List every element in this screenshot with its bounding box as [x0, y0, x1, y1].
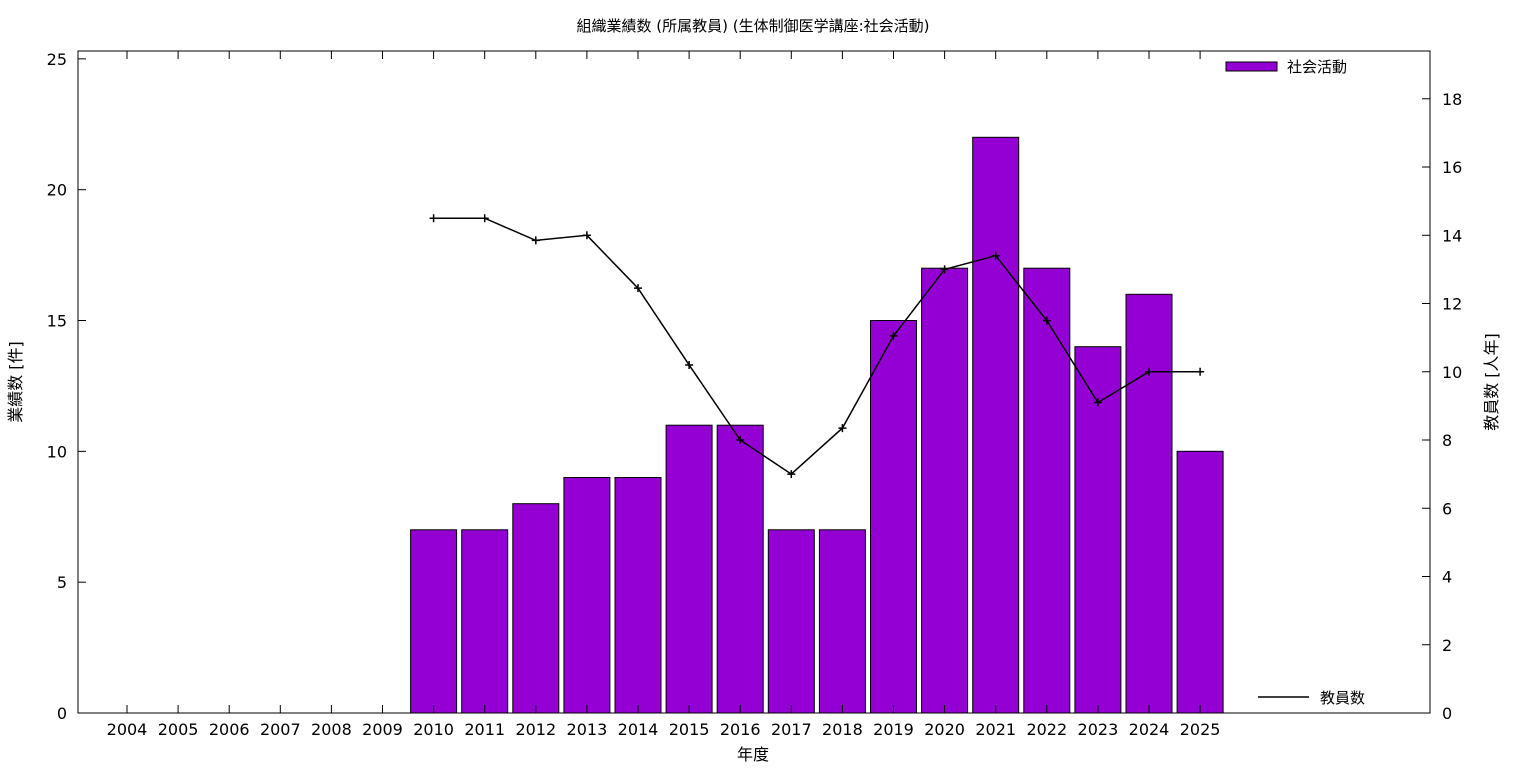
x-tick-label: 2006 — [209, 720, 250, 739]
line-point-2012 — [531, 236, 540, 245]
bar-2017 — [767, 529, 815, 714]
x-tick-label: 2021 — [975, 720, 1016, 739]
x-tick-label: 2014 — [618, 720, 659, 739]
x-tick-label: 2004 — [107, 720, 148, 739]
y2-tick-label: 10 — [1442, 363, 1462, 382]
x-tick-label: 2019 — [873, 720, 914, 739]
bars-layer — [410, 136, 1224, 714]
y2-tick-label: 6 — [1442, 499, 1452, 518]
x-tick-label: 2016 — [720, 720, 761, 739]
y2-tick-label: 12 — [1442, 295, 1462, 314]
y-axis-title: 業績数 [件] — [6, 341, 25, 423]
line-point-2018 — [838, 424, 847, 433]
x-tick-label: 2018 — [822, 720, 863, 739]
line-point-2010 — [429, 214, 438, 223]
plot-frame — [77, 50, 1431, 714]
x-tick-label: 2025 — [1180, 720, 1221, 739]
y2-axis-title: 教員数 [人年] — [1482, 333, 1501, 431]
line-point-2013 — [582, 231, 591, 240]
y-tick-label: 20 — [47, 181, 67, 200]
line-point-2016 — [736, 436, 745, 445]
bar-2024 — [1125, 293, 1173, 714]
y2-tick-label: 8 — [1442, 431, 1452, 450]
y2-tick-label: 14 — [1442, 226, 1462, 245]
y2-tick-label: 0 — [1442, 704, 1452, 723]
x-tick-label: 2009 — [362, 720, 403, 739]
x-tick-label: 2005 — [158, 720, 199, 739]
y2-tick-label: 18 — [1442, 90, 1462, 109]
bar-2016 — [716, 424, 764, 714]
x-tick-label: 2020 — [924, 720, 965, 739]
y-tick-label: 10 — [47, 442, 67, 461]
legend-bar-label: 社会活動 — [1287, 58, 1347, 76]
line-point-2021 — [991, 251, 1000, 260]
line-point-2022 — [1042, 316, 1051, 325]
line-layer — [429, 214, 1205, 479]
x-tick-label: 2024 — [1129, 720, 1170, 739]
line-point-2025 — [1196, 367, 1205, 376]
y2-tick-label: 2 — [1442, 636, 1452, 655]
x-tick-label: 2013 — [567, 720, 608, 739]
y-axis-left: 0 5 10 15 20 25 — [47, 50, 86, 723]
bar-2021 — [972, 136, 1020, 714]
y2-tick-label: 4 — [1442, 568, 1452, 587]
chart-title: 組織業績数 (所属教員) (生体制御医学講座:社会活動) — [576, 17, 929, 35]
x-tick-label: 2022 — [1026, 720, 1067, 739]
bar-2015 — [665, 424, 713, 714]
x-tick-label: 2012 — [515, 720, 556, 739]
bar-2018 — [818, 529, 866, 714]
y-tick-label: 0 — [57, 704, 67, 723]
bar-2014 — [614, 477, 662, 714]
line-point-2020 — [940, 265, 949, 274]
x-tick-label: 2008 — [311, 720, 352, 739]
line-point-2024 — [1145, 367, 1153, 376]
legend-bar: 社会活動 — [1225, 58, 1347, 76]
y-tick-label: 15 — [47, 312, 67, 331]
x-tick-label: 2023 — [1078, 720, 1119, 739]
bar-2010 — [410, 529, 458, 714]
line-point-2011 — [480, 214, 489, 223]
line-point-2015 — [685, 360, 694, 369]
legend-line-label: 教員数 — [1320, 689, 1365, 707]
line-point-2019 — [889, 331, 898, 340]
legend-line: 教員数 — [1258, 689, 1365, 707]
y-axis-right: 0 2 4 6 8 10 12 14 16 18 — [1422, 90, 1462, 723]
line-point-2023 — [1093, 398, 1102, 407]
line-point-2017 — [787, 470, 796, 479]
x-tick-label: 2011 — [464, 720, 505, 739]
bar-2011 — [461, 529, 509, 714]
x-axis-title: 年度 — [737, 745, 769, 764]
y2-tick-label: 16 — [1442, 158, 1462, 177]
y-tick-label: 5 — [57, 573, 67, 592]
y-tick-label: 25 — [47, 50, 67, 69]
bar-2025 — [1176, 450, 1224, 714]
x-tick-label: 2015 — [669, 720, 710, 739]
bar-2019 — [870, 320, 917, 714]
x-tick-label: 2010 — [413, 720, 454, 739]
line-point-2014 — [634, 284, 642, 293]
bar-2012 — [512, 503, 560, 714]
bar-2020 — [921, 267, 969, 714]
bar-2023 — [1074, 346, 1122, 714]
x-axis: 2004 2005 2006 2007 2008 2009 2010 2011 2012 2013… — [107, 51, 1221, 739]
legend-bar-swatch — [1225, 61, 1278, 72]
bar-2013 — [563, 477, 611, 714]
line-teacher-count — [433, 217, 1201, 476]
x-tick-label: 2007 — [260, 720, 301, 739]
bar-2022 — [1023, 267, 1071, 714]
x-tick-label: 2017 — [771, 720, 812, 739]
